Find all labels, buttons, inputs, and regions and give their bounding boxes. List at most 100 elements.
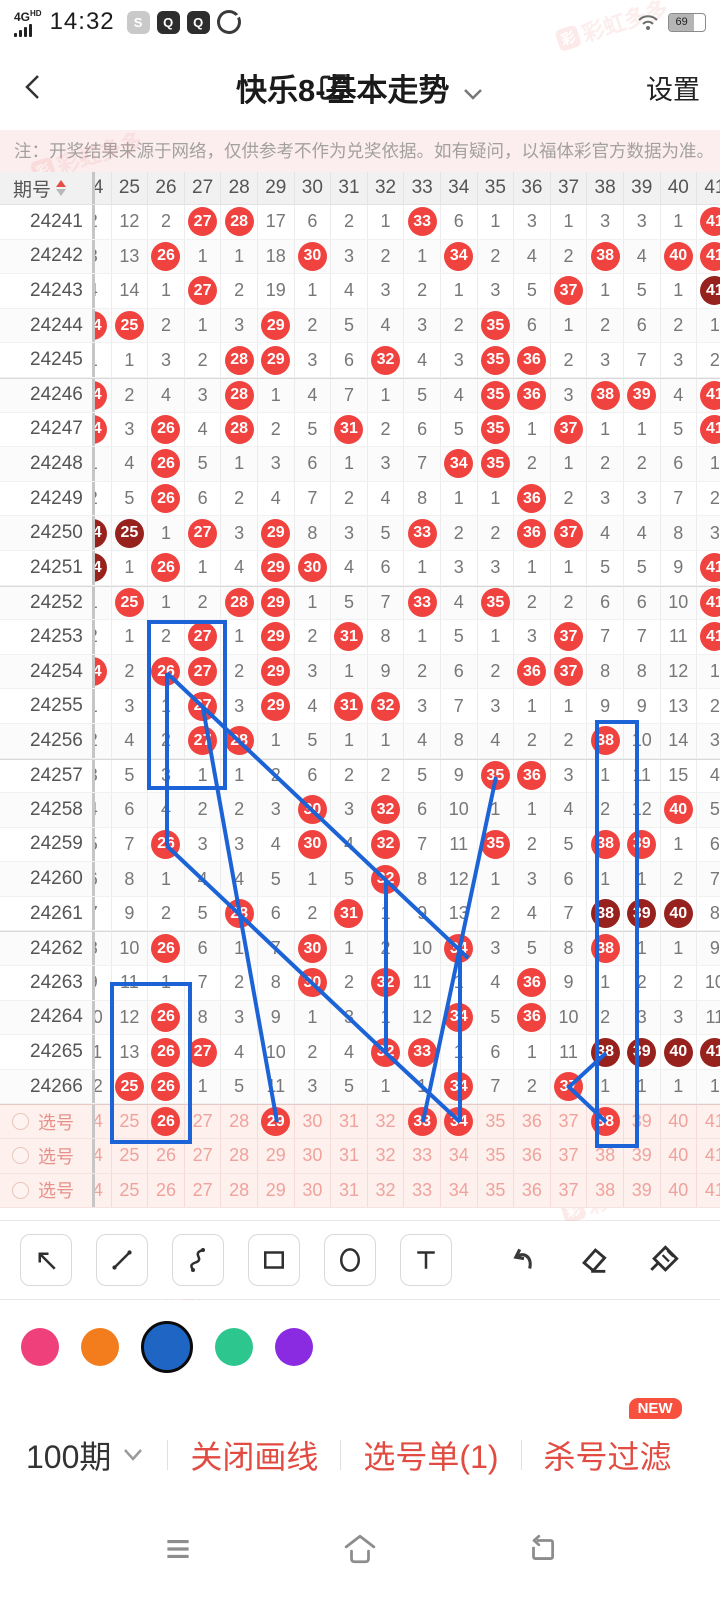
pick-number-cell[interactable]: 34 bbox=[441, 1173, 478, 1208]
pick-number-cell[interactable]: 34 bbox=[441, 1139, 478, 1173]
pick-number-cell[interactable]: 31 bbox=[331, 1105, 368, 1139]
recent-back-icon[interactable] bbox=[525, 1532, 559, 1566]
pick-number-cell[interactable]: 30 bbox=[295, 1139, 332, 1173]
issue-column-header[interactable]: 期号 bbox=[0, 172, 95, 204]
color-swatch-green[interactable] bbox=[215, 1327, 253, 1366]
pick-number-cell[interactable]: 30 bbox=[295, 1105, 332, 1139]
pick-number-cell[interactable]: 27 bbox=[185, 1173, 222, 1208]
pick-number-cell[interactable]: 32 bbox=[368, 1173, 405, 1208]
tool-text-button[interactable] bbox=[400, 1234, 452, 1287]
tool-line-button[interactable] bbox=[96, 1234, 148, 1287]
pick-number-cell[interactable]: 28 bbox=[221, 1139, 258, 1173]
pick-number-cell[interactable]: 31 bbox=[331, 1139, 368, 1173]
color-swatch-blue[interactable] bbox=[141, 1320, 193, 1373]
pick-number-cell[interactable]: 36 bbox=[514, 1173, 551, 1208]
pick-number-cell[interactable]: 29 bbox=[258, 1139, 295, 1173]
pick-number-cell[interactable]: 38 bbox=[587, 1139, 624, 1173]
pick-number-cell[interactable]: 26 bbox=[148, 1173, 185, 1208]
selected-number-ball[interactable]: 26 bbox=[151, 1107, 181, 1137]
title-dropdown-chevron-icon[interactable] bbox=[462, 87, 484, 101]
pick-number-cell[interactable]: 40 bbox=[661, 1173, 698, 1208]
selected-number-ball[interactable]: 33 bbox=[407, 1107, 437, 1137]
tool-rectangle-button[interactable] bbox=[248, 1234, 300, 1287]
eraser-button[interactable] bbox=[572, 1238, 616, 1282]
pick-number-cell[interactable]: 28 bbox=[221, 1105, 258, 1139]
pick-number-cell[interactable]: 35 bbox=[478, 1105, 515, 1139]
pick-number-cell[interactable]: 40 bbox=[661, 1105, 698, 1139]
back-icon[interactable] bbox=[20, 72, 46, 102]
pick-number-cell[interactable]: 30 bbox=[295, 1173, 332, 1208]
share-icon[interactable] bbox=[316, 70, 350, 104]
selected-number-ball[interactable]: 29 bbox=[261, 1107, 291, 1137]
trend-cell: 1 bbox=[331, 654, 368, 689]
pick-number-cell[interactable]: 25 bbox=[112, 1173, 149, 1208]
pick-number-cell[interactable]: 32 bbox=[368, 1139, 405, 1173]
pick-number-cell[interactable]: 39 bbox=[624, 1139, 661, 1173]
pick-number-cell[interactable]: 29 bbox=[258, 1105, 295, 1139]
pick-number-cell[interactable]: 27 bbox=[185, 1139, 222, 1173]
undo-button[interactable] bbox=[502, 1238, 546, 1282]
pick-number-cell[interactable]: 33 bbox=[404, 1105, 441, 1139]
pick-number-cell[interactable]: 37 bbox=[551, 1139, 588, 1173]
pick-number-cell[interactable]: 41 bbox=[697, 1174, 720, 1208]
pick-number-cell[interactable]: 35 bbox=[478, 1139, 515, 1173]
selected-number-ball[interactable]: 34 bbox=[444, 1107, 474, 1137]
hit-number-ball: 34 bbox=[444, 1002, 474, 1032]
pick-number-cell[interactable]: 33 bbox=[404, 1139, 441, 1173]
menu-icon[interactable] bbox=[161, 1532, 195, 1566]
pick-number-cell[interactable]: 24 bbox=[95, 1105, 112, 1139]
kill-filter-button[interactable]: 杀号过滤 bbox=[543, 1439, 672, 1476]
pick-number-cell[interactable]: 25 bbox=[112, 1105, 149, 1139]
pick-number-cell[interactable]: 34 bbox=[441, 1105, 478, 1139]
pick-number-cell[interactable]: 33 bbox=[404, 1173, 441, 1208]
color-swatch-orange[interactable] bbox=[81, 1327, 119, 1366]
pick-row-radio[interactable] bbox=[12, 1181, 29, 1199]
brush-button[interactable] bbox=[642, 1238, 686, 1282]
trend-cell: 1 bbox=[185, 1069, 222, 1104]
tool-circle-button[interactable] bbox=[324, 1234, 376, 1287]
selected-number-ball[interactable]: 38 bbox=[590, 1107, 620, 1137]
pick-number-cell[interactable]: 24 bbox=[95, 1139, 112, 1173]
pick-number-cell[interactable]: 25 bbox=[112, 1139, 149, 1173]
pick-number-cell[interactable]: 27 bbox=[185, 1105, 222, 1139]
trend-cell: 35 bbox=[478, 759, 515, 793]
pick-number-cell[interactable]: 38 bbox=[587, 1173, 624, 1208]
pick-number-cell[interactable]: 29 bbox=[258, 1173, 295, 1208]
pick-number-cell[interactable]: 36 bbox=[514, 1139, 551, 1173]
pick-number-cell[interactable]: 37 bbox=[551, 1105, 588, 1139]
pick-number-cell[interactable]: 28 bbox=[221, 1173, 258, 1208]
color-swatch-pink[interactable] bbox=[21, 1327, 59, 1366]
pick-row-radio[interactable] bbox=[12, 1113, 29, 1131]
pick-list-button[interactable]: 选号单(1) bbox=[363, 1439, 499, 1476]
pick-number-cell[interactable]: 35 bbox=[478, 1173, 515, 1208]
pick-row-radio[interactable] bbox=[12, 1147, 29, 1165]
settings-button[interactable]: 设置 bbox=[646, 74, 700, 105]
pick-number-cell[interactable]: 24 bbox=[95, 1173, 112, 1208]
pick-number-cell[interactable]: 38 bbox=[587, 1105, 624, 1139]
period-selector[interactable]: 100期 bbox=[26, 1432, 145, 1478]
pick-number-cell[interactable]: 26 bbox=[148, 1139, 185, 1173]
pick-number-cell[interactable]: 31 bbox=[331, 1173, 368, 1208]
tool-arrow-button[interactable] bbox=[20, 1234, 72, 1287]
column-header: 29 bbox=[258, 172, 295, 204]
close-drawing-button[interactable]: 关闭画线 bbox=[190, 1439, 319, 1476]
hit-number-ball: 35 bbox=[480, 311, 510, 341]
pick-number-cell[interactable]: 32 bbox=[368, 1105, 405, 1139]
pick-number-cell[interactable]: 37 bbox=[551, 1173, 588, 1208]
home-icon[interactable] bbox=[341, 1532, 379, 1566]
tool-curve-button[interactable] bbox=[172, 1234, 224, 1287]
hit-number-ball: 30 bbox=[297, 968, 327, 998]
pick-number-cell[interactable]: 41 bbox=[697, 1105, 720, 1138]
trend-cell: 11 bbox=[624, 759, 661, 793]
color-swatch-purple[interactable] bbox=[275, 1327, 313, 1366]
pick-number-cell[interactable]: 39 bbox=[624, 1173, 661, 1208]
trend-cell: 9 bbox=[697, 932, 720, 965]
issue-number: 24263 bbox=[0, 966, 95, 1000]
pick-number-cell[interactable]: 36 bbox=[514, 1105, 551, 1139]
trend-cell: 1 bbox=[587, 412, 624, 447]
pick-number-cell[interactable]: 41 bbox=[697, 1139, 720, 1173]
pick-number-cell[interactable]: 39 bbox=[624, 1105, 661, 1139]
pick-number-cell[interactable]: 26 bbox=[148, 1105, 185, 1139]
sort-icons[interactable] bbox=[56, 180, 67, 196]
pick-number-cell[interactable]: 40 bbox=[661, 1139, 698, 1173]
